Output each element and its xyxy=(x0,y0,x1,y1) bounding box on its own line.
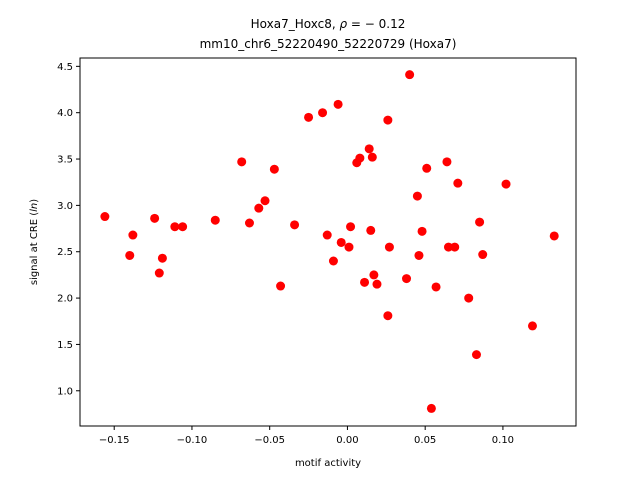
y-tick-label: 3.5 xyxy=(57,155,73,166)
scatter-point xyxy=(328,256,338,266)
scatter-point xyxy=(346,222,356,232)
y-axis-ticks: 1.0 1.5 2.0 2.5 3.0 3.5 4.0 4.5 xyxy=(57,62,80,397)
scatter-point xyxy=(431,282,441,292)
y-tick-label: 4.5 xyxy=(57,62,73,73)
x-tick-label: −0.05 xyxy=(254,435,285,446)
scatter-point xyxy=(128,230,138,240)
scatter-point xyxy=(322,230,332,240)
axes-frame xyxy=(79,57,577,427)
x-tick-label: 0.10 xyxy=(492,435,514,446)
scatter-point xyxy=(355,153,365,163)
scatter-point xyxy=(125,250,135,260)
scatter-point xyxy=(383,115,393,125)
scatter-point xyxy=(178,222,188,232)
scatter-point xyxy=(290,220,300,230)
x-axis-label: motif activity xyxy=(295,458,361,469)
scatter-point xyxy=(450,242,460,252)
chart-title-line1: Hoxa7_Hoxc8, ρ = − 0.12 xyxy=(251,17,406,31)
scatter-point xyxy=(549,231,559,241)
scatter-point xyxy=(150,213,160,223)
scatter-point xyxy=(405,70,415,80)
scatter-point xyxy=(426,403,436,413)
scatter-point xyxy=(100,212,110,222)
title-prefix: Hoxa7_Hoxc8, xyxy=(251,17,340,31)
scatter-point xyxy=(304,112,314,122)
plot-area xyxy=(100,70,559,413)
scatter-point xyxy=(276,281,286,291)
y-axis-label-prefix: signal at CRE ( xyxy=(29,212,40,285)
scatter-point xyxy=(412,191,422,201)
x-tick-label: −0.10 xyxy=(177,435,208,446)
x-tick-label: 0.00 xyxy=(336,435,358,446)
scatter-point xyxy=(318,108,328,118)
scatter-point xyxy=(478,250,488,260)
y-tick-label: 3.0 xyxy=(57,201,73,212)
scatter-point xyxy=(464,293,474,303)
scatter-point xyxy=(372,279,382,289)
scatter-point xyxy=(366,225,376,235)
scatter-point xyxy=(344,242,354,252)
x-tick-label: 0.05 xyxy=(414,435,436,446)
scatter-point xyxy=(501,179,511,189)
scatter-point xyxy=(422,163,432,173)
y-tick-label: 1.0 xyxy=(57,386,73,397)
scatter-point xyxy=(260,196,270,206)
y-tick-label: 2.0 xyxy=(57,294,73,305)
scatter-point xyxy=(367,152,377,162)
scatter-point xyxy=(444,242,454,252)
title-suffix: = − 0.12 xyxy=(347,17,405,31)
scatter-point xyxy=(210,215,220,225)
scatter-point xyxy=(170,222,180,232)
scatter-point xyxy=(333,99,343,109)
y-axis-label: signal at CRE (ln) xyxy=(29,199,40,285)
y-axis-label-suffix: ) xyxy=(29,199,40,203)
y-axis-label-italic: ln xyxy=(29,203,40,212)
scatter-point xyxy=(383,311,393,321)
scatter-point xyxy=(336,237,346,247)
scatter-point xyxy=(369,270,379,280)
x-tick-label: −0.15 xyxy=(99,435,130,446)
scatter-point xyxy=(364,144,374,154)
scatter-point xyxy=(402,274,412,284)
scatter-point xyxy=(157,253,167,263)
scatter-point xyxy=(453,178,463,188)
scatter-point xyxy=(360,277,370,287)
title-rho: ρ xyxy=(339,17,347,31)
y-tick-label: 2.5 xyxy=(57,247,73,258)
scatter-point xyxy=(417,226,427,236)
scatter-point xyxy=(414,250,424,260)
scatter-point xyxy=(471,350,481,360)
x-axis-ticks: −0.15 −0.10 −0.05 0.00 0.05 0.10 xyxy=(99,426,514,446)
scatter-point xyxy=(384,242,394,252)
scatter-point xyxy=(442,157,452,167)
chart-title-line2: mm10_chr6_52220490_52220729 (Hoxa7) xyxy=(200,37,457,51)
scatter-point xyxy=(237,157,247,167)
scatter-point xyxy=(475,217,485,227)
scatter-point xyxy=(527,321,537,331)
scatter-point xyxy=(254,203,264,213)
scatter-point xyxy=(244,218,254,228)
y-tick-label: 1.5 xyxy=(57,340,73,351)
scatter-point xyxy=(269,164,279,174)
y-tick-label: 4.0 xyxy=(57,108,73,119)
scatter-point xyxy=(154,268,164,278)
